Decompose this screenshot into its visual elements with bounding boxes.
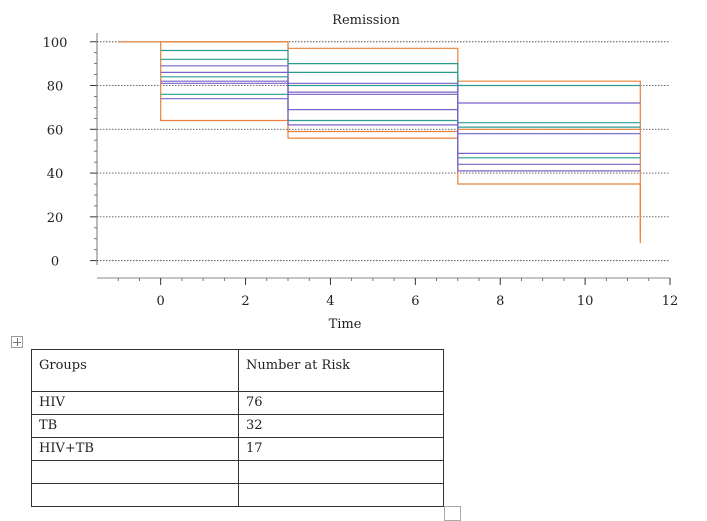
series-line-3	[160, 41, 641, 133]
axes: 0 20 40 60 80 100 0 2 4 6 8 10 12	[43, 33, 679, 309]
series-line-10	[160, 80, 641, 165]
table-cell-group[interactable]: TB	[31, 414, 239, 438]
table-row: HIV 76	[31, 391, 444, 415]
table-cell-count[interactable]	[238, 460, 444, 484]
table-cell-count[interactable]: 76	[238, 391, 444, 415]
table-row	[31, 483, 444, 507]
table-row: HIV+TB 17	[31, 437, 444, 461]
chart-labels: Remission Time	[329, 13, 401, 332]
y-tick-label: 0	[51, 255, 59, 270]
x-tick-label: 8	[496, 294, 504, 309]
series-line-7	[160, 93, 641, 159]
table-header-groups[interactable]: Groups	[31, 349, 239, 392]
series-line-12	[160, 82, 641, 135]
table-cell-count[interactable]	[238, 483, 444, 507]
x-tick-label: 2	[241, 294, 249, 309]
x-tick-label: 0	[157, 294, 165, 309]
x-tick-label: 12	[662, 294, 679, 309]
table-cell-count[interactable]: 32	[238, 414, 444, 438]
series-line-8	[160, 65, 641, 104]
remission-chart: 0 20 40 60 80 100 0 2 4 6 8 10 12 Remission Time	[43, 13, 679, 332]
series-lines	[118, 41, 641, 244]
x-tick-label: 6	[411, 294, 419, 309]
series-line-9	[160, 71, 641, 154]
table-cell-group[interactable]: HIV+TB	[31, 437, 239, 461]
table-cell-group[interactable]	[31, 460, 239, 484]
series-line-5	[160, 58, 641, 124]
y-tick-label: 40	[47, 167, 64, 182]
chart-title: Remission	[332, 13, 400, 28]
x-tick-label: 4	[326, 294, 334, 309]
x-tick-label: 10	[577, 294, 594, 309]
table-header-row: Groups Number at Risk	[31, 349, 444, 392]
number-at-risk-table: Groups Number at Risk HIV 76 TB 32 HIV+T…	[31, 349, 444, 507]
table-cell-count[interactable]: 17	[238, 437, 444, 461]
table-header-number-at-risk[interactable]: Number at Risk	[238, 349, 444, 392]
gridlines	[97, 41, 670, 262]
table-move-handle-icon[interactable]	[11, 336, 23, 348]
table-cell-group[interactable]	[31, 483, 239, 507]
series-line-6	[160, 76, 641, 128]
y-tick-label: 60	[47, 123, 64, 138]
x-axis-label: Time	[329, 317, 362, 332]
series-line-4	[160, 49, 641, 87]
series-line-2	[160, 41, 641, 239]
table-row	[31, 460, 444, 484]
y-tick-label: 100	[43, 36, 68, 51]
y-tick-label: 20	[47, 211, 64, 226]
series-line-11	[160, 98, 641, 172]
table-row: TB 32	[31, 414, 444, 438]
y-tick-label: 80	[47, 80, 64, 95]
table-resize-handle[interactable]	[444, 506, 461, 521]
table-cell-group[interactable]: HIV	[31, 391, 239, 415]
